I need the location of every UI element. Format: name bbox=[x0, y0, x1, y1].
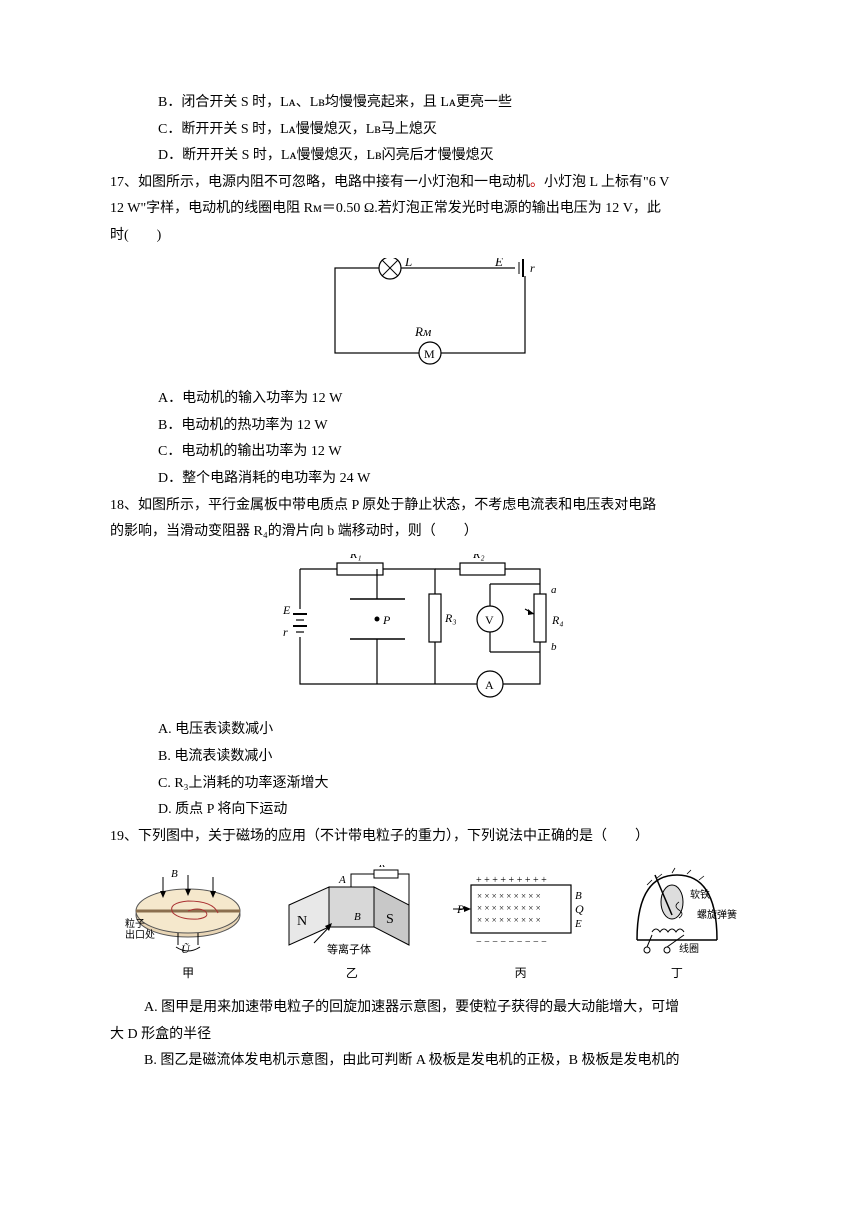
svg-text:− − − − − − − − −: − − − − − − − − − bbox=[476, 937, 547, 948]
q16-option-b: B．闭合开关 S 时，Lᴀ、Lʙ均慢慢亮起来，且 Lᴀ更亮一些 bbox=[110, 90, 750, 117]
q19-bing-Q: Q bbox=[575, 902, 584, 916]
q16-option-d: D．断开开关 S 时，Lᴀ慢慢熄灭，Lʙ闪亮后才慢慢熄灭 bbox=[110, 143, 750, 170]
q18-option-a: A. 电压表读数减小 bbox=[110, 717, 750, 744]
q19-fig-ding: 软铁 螺旋弹簧 线圈 丁 bbox=[617, 860, 737, 985]
q19-ding-coil: 线圈 bbox=[679, 942, 699, 955]
q17-label-r: r bbox=[530, 261, 535, 275]
q18-label-V: V bbox=[485, 613, 494, 627]
q19-optB-line1: B. 图乙是磁流体发电机示意图，由此可判断 A 极板是发电机的正极，B 极板是发… bbox=[110, 1048, 750, 1075]
q18-label-P: P bbox=[382, 613, 391, 627]
q19-fig-yi: N S A B R 等离子体 乙 bbox=[279, 865, 424, 985]
q18-label-R3: R₃ bbox=[444, 611, 457, 625]
q17-stem1-text: 17、如图所示，电源内阻不可忽略，电路中接有一小灯泡和一电动机 bbox=[110, 175, 530, 190]
q19-yi-N: N bbox=[297, 914, 307, 929]
q18-label-E: E bbox=[282, 603, 291, 617]
q17-red-dot: 。 bbox=[530, 175, 544, 190]
svg-text:× × × × × × × × ×: × × × × × × × × × bbox=[477, 915, 541, 925]
q19-yi-S: S bbox=[386, 912, 394, 927]
q19-figures-row: B 粒子 出口处 Ũ 甲 N S A B R 等离子体 bbox=[110, 860, 750, 985]
q17-stem1-tail: 小灯泡 L 上标有"6 V bbox=[544, 175, 669, 190]
q19-jia-exit1: 粒子 bbox=[125, 917, 145, 930]
svg-text:+ + + + + + + + +: + + + + + + + + + bbox=[476, 875, 547, 886]
q17-label-RM: Rᴍ bbox=[414, 324, 431, 339]
q19-optA-line1: A. 图甲是用来加速带电粒子的回旋加速器示意图，要使粒子获得的最大动能增大，可增 bbox=[110, 995, 750, 1022]
q18-circuit-figure: R₁ R₂ E r P R₃ V a R₄ bbox=[110, 554, 750, 710]
q16-option-c: C．断开开关 S 时，Lᴀ慢慢熄灭，Lʙ马上熄灭 bbox=[110, 117, 750, 144]
q19-jia-B: B bbox=[171, 868, 178, 880]
q19-yi-R: R bbox=[378, 865, 385, 870]
q18-stem-line2: 的影响，当滑动变阻器 R₄的滑片向 b 端移动时，则（ ） bbox=[110, 519, 750, 546]
q19-label-yi: 乙 bbox=[346, 962, 358, 985]
q19-bing-Bf: B bbox=[575, 890, 582, 902]
q19-jia-exit2: 出口处 bbox=[125, 928, 155, 941]
q17-stem-line3: 时( ) bbox=[110, 223, 750, 250]
q17-circuit-figure: L E r M Rᴍ bbox=[110, 258, 750, 379]
q18-label-R4: R₄ bbox=[551, 613, 564, 627]
q19-bing-Ef: E bbox=[574, 918, 582, 930]
svg-text:× × × × × × × × ×: × × × × × × × × × bbox=[477, 891, 541, 901]
q17-option-c: C．电动机的输出功率为 12 W bbox=[110, 439, 750, 466]
q18-label-R1: R₁ bbox=[349, 554, 362, 561]
q17-option-b: B．电动机的热功率为 12 W bbox=[110, 413, 750, 440]
q19-label-ding: 丁 bbox=[671, 962, 683, 985]
q19-fig-bing: + + + + + + + + + − − − − − − − − − × × … bbox=[451, 865, 591, 985]
q18-option-c: C. R₃上消耗的功率逐渐增大 bbox=[110, 771, 750, 798]
q19-optA-line2: 大 D 形盒的半径 bbox=[110, 1022, 750, 1049]
q18-label-R2: R₂ bbox=[472, 554, 485, 561]
q18-label-r: r bbox=[283, 625, 288, 639]
q18-label-a: a bbox=[551, 584, 557, 596]
q19-yi-plasma: 等离子体 bbox=[327, 942, 371, 956]
q17-stem-line2: 12 W"字样，电动机的线圈电阻 Rᴍ＝0.50 Ω.若灯泡正常发光时电源的输出… bbox=[110, 196, 750, 223]
q17-label-E: E bbox=[494, 258, 503, 269]
q19-jia-U: Ũ bbox=[181, 942, 191, 956]
q17-stem-line1: 17、如图所示，电源内阻不可忽略，电路中接有一小灯泡和一电动机。小灯泡 L 上标… bbox=[110, 170, 750, 197]
q19-ding-iron: 软铁 bbox=[690, 888, 710, 901]
q19-yi-B: B bbox=[354, 911, 361, 923]
svg-text:× × × × × × × × ×: × × × × × × × × × bbox=[477, 903, 541, 913]
q17-label-M: M bbox=[424, 347, 435, 361]
q17-option-d: D．整个电路消耗的电功率为 24 W bbox=[110, 466, 750, 493]
q18-label-A: A bbox=[485, 678, 494, 692]
q19-label-bing: 丙 bbox=[515, 962, 527, 985]
q18-option-d: D. 质点 P 将向下运动 bbox=[110, 797, 750, 824]
q19-fig-jia: B 粒子 出口处 Ũ 甲 bbox=[123, 865, 253, 985]
q19-ding-spring: 螺旋弹簧 bbox=[697, 908, 737, 921]
q18-option-b: B. 电流表读数减小 bbox=[110, 744, 750, 771]
q19-label-jia: 甲 bbox=[182, 962, 194, 985]
q18-label-b: b bbox=[551, 641, 557, 653]
q17-option-a: A．电动机的输入功率为 12 W bbox=[110, 386, 750, 413]
q17-label-L: L bbox=[404, 258, 412, 269]
q19-yi-A: A bbox=[338, 874, 346, 886]
q18-stem-line1: 18、如图所示，平行金属板中带电质点 P 原处于静止状态，不考虑电流表和电压表对… bbox=[110, 493, 750, 520]
q19-stem: 19、下列图中，关于磁场的应用（不计带电粒子的重力），下列说法中正确的是（ ） bbox=[110, 824, 750, 851]
